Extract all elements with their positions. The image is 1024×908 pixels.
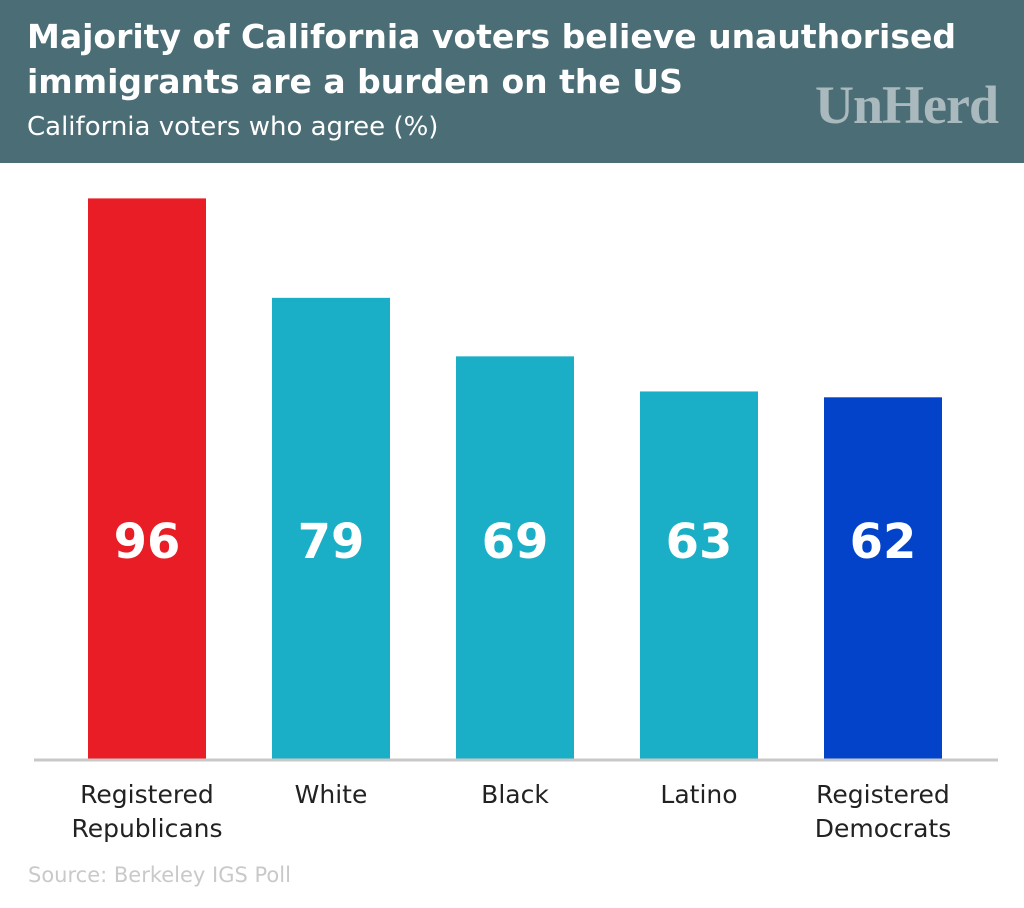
value-label: 69 xyxy=(482,514,549,570)
bar xyxy=(88,198,206,760)
value-label: 79 xyxy=(298,514,365,570)
x-tick-label: Registered Democrats xyxy=(814,780,952,843)
value-label: 96 xyxy=(114,514,181,570)
header: Majority of California voters believe un… xyxy=(0,0,1024,163)
value-label: 62 xyxy=(850,514,917,570)
x-tick-label: Latino xyxy=(660,780,738,809)
source: Source: Berkeley IGS Poll xyxy=(28,863,291,887)
bar xyxy=(272,297,390,760)
chart-title: Majority of California voters believe un… xyxy=(27,17,956,101)
logo: UnHerd xyxy=(815,75,999,135)
bar xyxy=(824,397,942,760)
x-tick-label: Black xyxy=(481,780,549,809)
value-label: 63 xyxy=(666,514,733,570)
chart-subtitle: California voters who agree (%) xyxy=(27,112,439,142)
x-tick-label: Registered Republicans xyxy=(71,780,223,843)
bar xyxy=(456,356,574,760)
bar xyxy=(640,391,758,760)
x-tick-label: White xyxy=(294,780,368,809)
